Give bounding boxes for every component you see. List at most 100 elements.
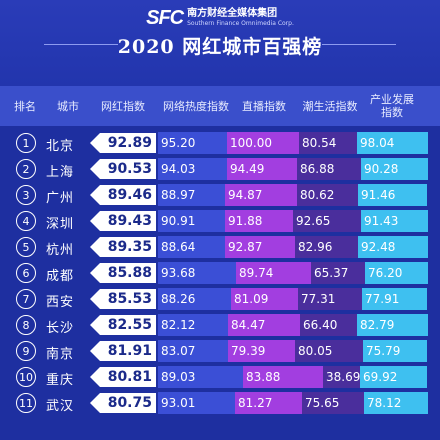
footer (0, 428, 440, 440)
page-title: 2020 网红城市百强榜 (117, 36, 323, 58)
bar-live: 84.47 (228, 314, 300, 336)
bar-life: 66.40 (300, 314, 357, 336)
col-city: 城市 (57, 99, 79, 113)
index-tag-point (90, 263, 100, 283)
web-celebrity-index: 89.46 (100, 185, 156, 205)
web-celebrity-index: 85.53 (100, 289, 156, 309)
index-tag-point (90, 393, 100, 413)
web-celebrity-index: 89.43 (100, 211, 156, 231)
web-celebrity-index: 82.55 (100, 315, 156, 335)
bar-industry: 90.28 (361, 158, 428, 180)
title-rule-left (44, 44, 118, 45)
col-index: 网红指数 (101, 99, 145, 113)
logo-mark: SFC (146, 6, 184, 29)
bar-network: 83.07 (158, 340, 228, 362)
rank-badge: 3 (16, 185, 36, 205)
table-row: 9 南京 81.91 83.07 79.39 80.05 75.79 (0, 340, 440, 362)
web-celebrity-index: 80.75 (100, 393, 156, 413)
col-industry: 产业发展指数 (370, 93, 414, 119)
bar-live: 81.27 (235, 392, 302, 414)
table-row: 4 深圳 89.43 90.91 91.88 92.65 91.43 (0, 210, 440, 232)
index-tag-point (90, 289, 100, 309)
index-tag-point (90, 237, 100, 257)
bar-life: 80.05 (295, 340, 363, 362)
city-name: 长沙 (46, 321, 75, 336)
city-name: 成都 (46, 269, 75, 284)
logo-name-cn: 南方财经全媒体集团 (187, 8, 278, 19)
bar-industry: 82.79 (357, 314, 428, 336)
bar-network: 95.20 (158, 132, 227, 154)
bar-life: 80.62 (297, 184, 358, 206)
table-row: 11 武汉 80.75 93.01 81.27 75.65 78.12 (0, 392, 440, 414)
bar-life: 77.31 (298, 288, 362, 310)
table-row: 2 上海 90.53 94.03 94.49 86.88 90.28 (0, 158, 440, 180)
web-celebrity-index: 81.91 (100, 341, 156, 361)
bar-industry: 98.04 (357, 132, 428, 154)
rank-badge: 9 (16, 341, 36, 361)
table-row: 8 长沙 82.55 82.12 84.47 66.40 82.79 (0, 314, 440, 336)
bar-industry: 69.92 (360, 366, 427, 388)
bar-live: 79.39 (228, 340, 295, 362)
bar-network: 94.03 (158, 158, 227, 180)
col-live: 直播指数 (242, 99, 286, 113)
web-celebrity-index: 89.35 (100, 237, 156, 257)
index-tag-point (90, 315, 100, 335)
bar-network: 89.03 (158, 366, 243, 388)
table-row: 1 北京 92.89 95.20 100.00 80.54 98.04 (0, 132, 440, 154)
web-celebrity-index: 85.88 (100, 263, 156, 283)
logo-name-en: Southern Finance Omnimedia Corp. (187, 20, 294, 27)
city-name: 北京 (46, 139, 75, 154)
bar-industry: 78.12 (364, 392, 428, 414)
table-row: 5 杭州 89.35 88.64 92.87 82.96 92.48 (0, 236, 440, 258)
bar-live: 91.88 (225, 210, 293, 232)
bar-live: 83.88 (243, 366, 323, 388)
col-life: 潮生活指数 (302, 99, 358, 113)
logo-text: 南方财经全媒体集团 Southern Finance Omnimedia Cor… (187, 8, 294, 28)
bar-life: 38.69 (323, 366, 360, 388)
rank-badge: 10 (16, 367, 36, 387)
city-name: 广州 (46, 191, 75, 206)
web-celebrity-index: 80.81 (100, 367, 156, 387)
city-name: 上海 (46, 165, 75, 180)
rank-badge: 7 (16, 289, 36, 309)
bar-live: 94.49 (227, 158, 297, 180)
city-name: 杭州 (46, 243, 75, 258)
bar-live: 100.00 (227, 132, 299, 154)
city-name: 西安 (46, 295, 75, 310)
city-name: 武汉 (46, 399, 75, 414)
bar-network: 88.97 (158, 184, 225, 206)
bar-life: 82.96 (295, 236, 358, 258)
index-tag-point (90, 159, 100, 179)
table-row: 6 成都 85.88 93.68 89.74 65.37 76.20 (0, 262, 440, 284)
rank-badge: 6 (16, 263, 36, 283)
rank-badge: 2 (16, 159, 36, 179)
col-rank: 排名 (14, 99, 36, 113)
col-network: 网络热度指数 (163, 99, 229, 113)
rank-badge: 5 (16, 237, 36, 257)
bar-live: 89.74 (236, 262, 311, 284)
table-row: 3 广州 89.46 88.97 94.87 80.62 91.46 (0, 184, 440, 206)
table-row: 10 重庆 80.81 89.03 83.88 38.69 69.92 (0, 366, 440, 388)
bar-network: 93.68 (158, 262, 236, 284)
index-tag-point (90, 133, 100, 153)
bar-life: 86.88 (297, 158, 361, 180)
city-name: 南京 (46, 347, 75, 362)
bar-industry: 77.91 (362, 288, 427, 310)
bar-network: 88.64 (158, 236, 225, 258)
web-celebrity-index: 90.53 (100, 159, 156, 179)
bar-network: 93.01 (158, 392, 235, 414)
bar-life: 75.65 (302, 392, 364, 414)
bar-life: 65.37 (311, 262, 365, 284)
rank-badge: 8 (16, 315, 36, 335)
bar-industry: 91.43 (361, 210, 428, 232)
city-name: 重庆 (46, 373, 75, 388)
city-name: 深圳 (46, 217, 75, 232)
bar-live: 94.87 (225, 184, 297, 206)
logo: SFC 南方财经全媒体集团 Southern Finance Omnimedia… (0, 6, 440, 30)
bar-industry: 75.79 (363, 340, 427, 362)
bar-network: 88.26 (158, 288, 231, 310)
table-row: 7 西安 85.53 88.26 81.09 77.31 77.91 (0, 288, 440, 310)
rank-badge: 11 (16, 393, 36, 413)
bar-live: 92.87 (225, 236, 295, 258)
table-header: 排名 城市 网红指数 网络热度指数 直播指数 潮生活指数 产业发展指数 (0, 86, 440, 126)
